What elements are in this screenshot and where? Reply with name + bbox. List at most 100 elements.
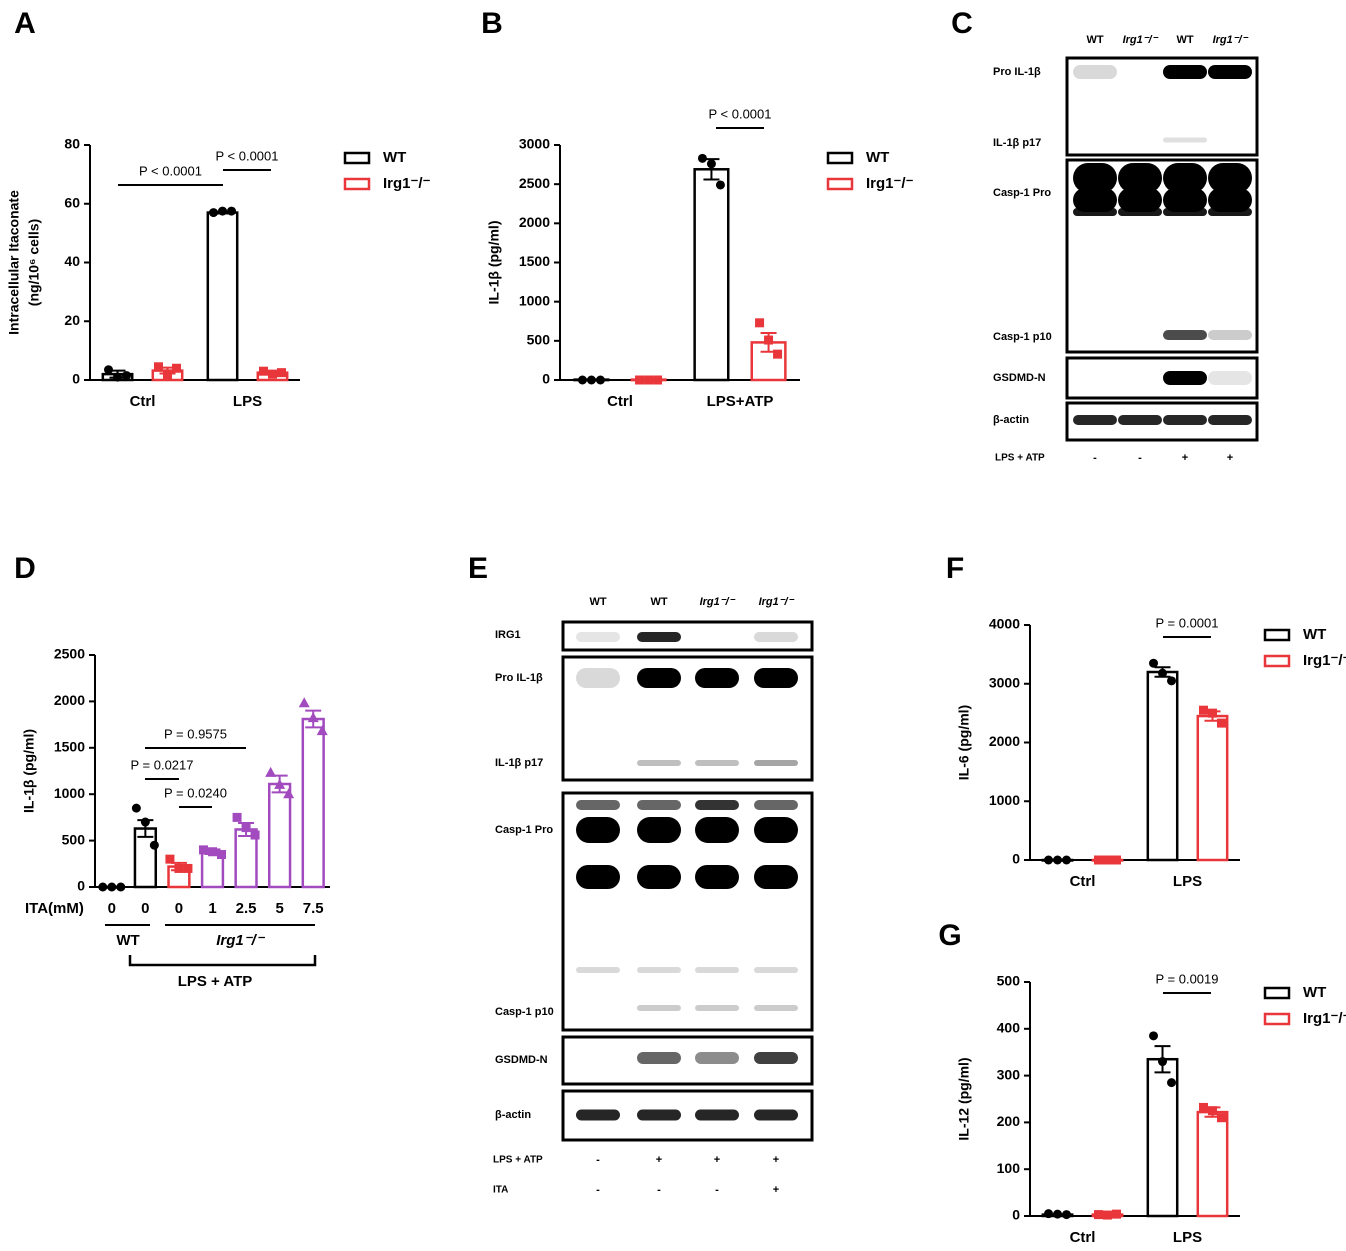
treatment-label: LPS + ATP	[493, 1155, 543, 1166]
treatment-value: +	[773, 1184, 779, 1196]
y-tick-label: 100	[997, 1160, 1021, 1176]
data-point	[113, 372, 123, 382]
data-point	[171, 363, 181, 373]
legend-label: Irg1⁻/⁻	[1303, 1010, 1346, 1027]
y-tick-label: 2000	[519, 214, 550, 230]
blot-band	[1163, 371, 1207, 385]
x-tick-label: 5	[275, 900, 283, 917]
treatment-value: -	[1138, 452, 1142, 464]
data-point	[283, 788, 295, 799]
blot-band	[1208, 330, 1252, 340]
y-tick-label: 500	[62, 831, 86, 847]
x-tick-label: LPS	[233, 393, 262, 410]
treatment-value: -	[596, 1184, 600, 1196]
data-point	[199, 845, 208, 855]
blot-band	[1163, 188, 1207, 212]
data-point	[153, 362, 163, 372]
y-tick-label: 2500	[519, 175, 550, 191]
blot-band	[695, 668, 739, 688]
data-point	[586, 375, 596, 385]
data-point	[653, 375, 663, 385]
bar	[1196, 714, 1229, 862]
blot-band	[576, 865, 620, 889]
y-tick-label: 40	[64, 253, 80, 269]
data-point	[1198, 705, 1208, 715]
row-label: IRG1	[495, 629, 521, 641]
y-axis-label: IL-1β (pg/ml)	[21, 729, 37, 813]
treatment-label: ITA	[493, 1185, 508, 1196]
blot-band	[576, 817, 620, 843]
y-tick-label: 0	[1012, 1207, 1020, 1223]
group-label: WT	[116, 932, 139, 949]
data-point	[1062, 1210, 1072, 1220]
data-point	[697, 153, 707, 163]
blot-band	[695, 800, 739, 810]
blot-band	[1208, 208, 1252, 216]
blot-band	[576, 668, 620, 688]
data-point	[162, 371, 172, 381]
data-point	[107, 882, 117, 892]
y-tick-label: 2500	[54, 646, 85, 662]
data-point	[217, 850, 226, 860]
blot-band	[1208, 371, 1252, 385]
legend-swatch	[343, 151, 371, 165]
data-point	[232, 812, 242, 822]
blot-band	[754, 967, 798, 973]
data-point	[1111, 855, 1121, 865]
row-label: Casp-1 p10	[993, 331, 1052, 343]
y-tick-label: 20	[64, 312, 80, 328]
treatment-label: LPS + ATP	[995, 453, 1045, 464]
blot-box	[561, 620, 814, 652]
blot-band	[1163, 208, 1207, 216]
row-label: GSDMD-N	[993, 372, 1046, 384]
y-tick-label: 1000	[989, 792, 1020, 808]
blot-band	[754, 800, 798, 810]
data-point	[116, 882, 126, 892]
p-value: P < 0.0001	[139, 163, 202, 178]
y-tick-label: 500	[997, 973, 1021, 989]
blot-band	[1208, 415, 1252, 425]
legend-swatch	[1263, 1012, 1291, 1026]
panel-letter: E	[468, 552, 488, 585]
blot-band	[1163, 137, 1207, 143]
blot-band	[576, 967, 620, 973]
lane-label: Irg1⁻/⁻	[1123, 34, 1159, 46]
p-value: P < 0.0001	[215, 148, 278, 163]
treatment-value: -	[715, 1184, 719, 1196]
group-bracket	[128, 955, 317, 967]
data-point	[276, 368, 286, 378]
x-tick-label: Ctrl	[1070, 1229, 1096, 1246]
data-point	[1207, 1106, 1217, 1116]
data-point	[208, 847, 217, 857]
blot-band	[1073, 163, 1117, 193]
blot-band	[1163, 330, 1207, 340]
data-point	[1158, 668, 1168, 678]
data-point	[1158, 1057, 1168, 1067]
data-point	[1044, 855, 1054, 865]
p-value: P = 0.0240	[164, 785, 227, 800]
data-point	[149, 840, 159, 850]
data-point	[1216, 1113, 1226, 1123]
blot-band	[637, 865, 681, 889]
data-point	[1102, 855, 1112, 865]
group-label: LPS + ATP	[178, 973, 253, 990]
p-value: P < 0.0001	[708, 106, 771, 121]
data-point	[1093, 855, 1103, 865]
blot-band	[576, 800, 620, 810]
group-label: Irg1⁻/⁻	[216, 932, 266, 949]
blot-band	[637, 967, 681, 973]
x-tick-label: 2.5	[236, 900, 257, 917]
data-point	[209, 208, 219, 218]
treatment-value: -	[1093, 452, 1097, 464]
row-label: β-actin	[993, 414, 1029, 426]
x-tick-label: 7.5	[303, 900, 324, 917]
data-point	[1111, 1209, 1121, 1219]
blot-band	[754, 1109, 798, 1121]
blot-box	[1065, 356, 1259, 400]
y-axis-label: Intracellular Itaconate	[6, 190, 22, 335]
blot-band	[1118, 163, 1162, 193]
lane-label: WT	[589, 596, 606, 608]
lane-label: Irg1⁻/⁻	[700, 596, 736, 608]
y-tick-label: 500	[527, 332, 551, 348]
